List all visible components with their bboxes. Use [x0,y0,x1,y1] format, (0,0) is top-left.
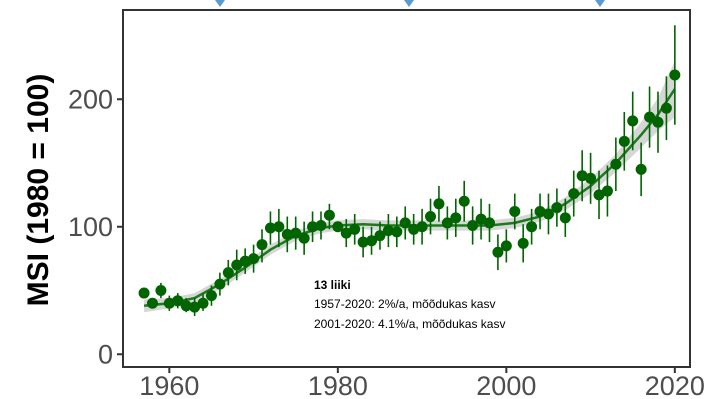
data-point [518,238,529,249]
data-point [585,173,596,184]
y-tick-label: 200 [68,84,113,114]
data-point [619,136,630,147]
data-point [315,220,326,231]
data-point [417,221,428,232]
top-marker-triangle [215,0,225,7]
top-marker-triangle [404,0,414,7]
data-point [610,159,621,170]
data-point [214,279,225,290]
data-point [501,240,512,251]
y-axis-label: MSI (1980 = 100) [22,74,55,307]
annotation-line: 2001-2020: 4.1%/a, mõõdukas kasv [314,317,505,331]
data-point [299,233,310,244]
data-point [433,198,444,209]
annotation-line: 1957-2020: 2%/a, mõõdukas kasv [314,297,495,311]
x-tick-label: 1960 [139,371,199,399]
y-tick-label: 0 [98,339,113,369]
data-point [661,103,672,114]
x-tick-label: 1980 [308,371,368,399]
x-tick-label: 2020 [645,371,704,399]
data-point [248,253,259,264]
data-point [273,221,284,232]
data-point [526,221,537,232]
data-point [139,288,150,299]
data-point [551,202,562,213]
x-axis: 1960 1980 2000 2020 [139,367,704,399]
data-point [147,298,158,309]
top-markers [215,0,605,7]
data-point [450,212,461,223]
annotation: 13 liiki 1957-2020: 2%/a, mõõdukas kasv … [314,278,505,331]
data-point [509,206,520,217]
data-point [425,211,436,222]
data-point [652,117,663,128]
data-point [669,70,680,81]
data-point [257,239,268,250]
data-point [602,186,613,197]
y-tick-label: 100 [68,212,113,242]
data-point [459,196,470,207]
data-point [391,226,402,237]
data-point [560,212,571,223]
data-point [484,217,495,228]
data-point [223,267,234,278]
data-point [349,224,360,235]
data-point [206,290,217,301]
x-tick-label: 2000 [476,371,536,399]
data-point [636,164,647,175]
data-point [155,285,166,296]
data-point [627,115,638,126]
data-point [198,298,209,309]
top-marker-triangle [595,0,605,7]
data-point [324,210,335,221]
y-axis: 0 100 200 [68,84,123,369]
data-point [568,188,579,199]
annotation-title: 13 liiki [314,278,351,292]
